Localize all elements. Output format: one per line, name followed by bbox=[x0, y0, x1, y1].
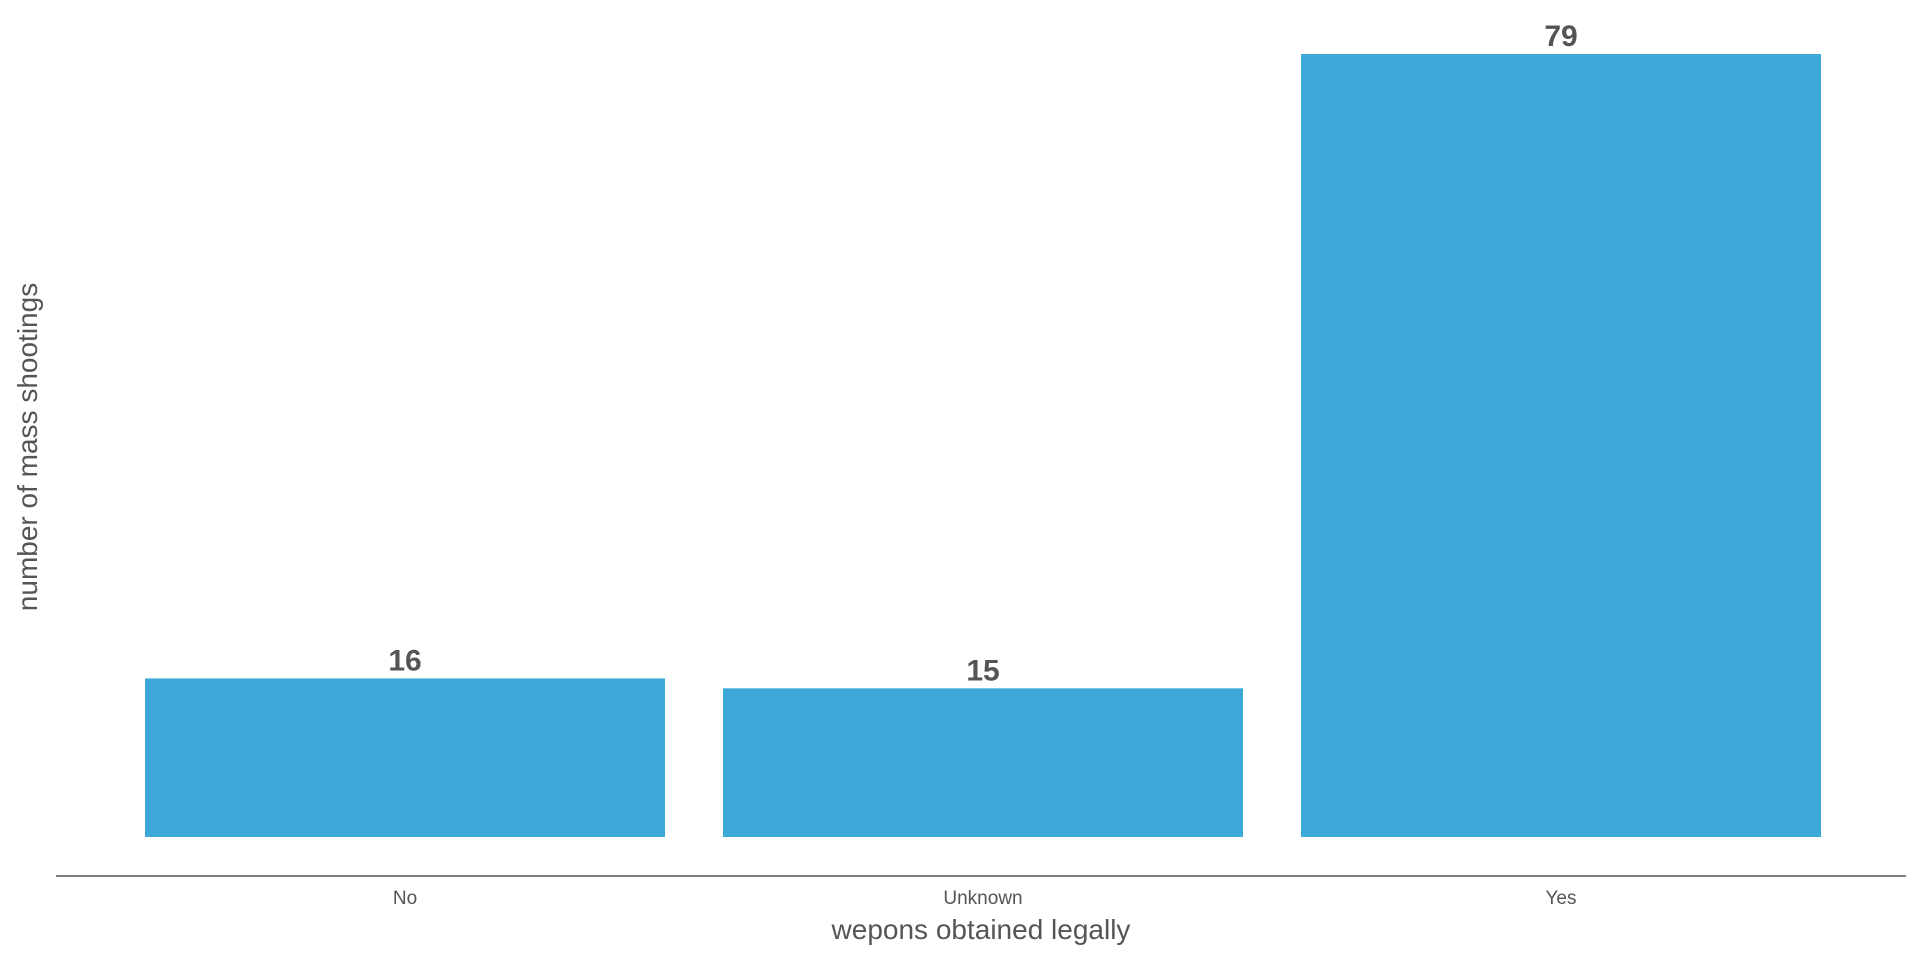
bar-no bbox=[145, 678, 665, 837]
value-label-no: 16 bbox=[388, 644, 421, 677]
x-tick-label-yes: Yes bbox=[1546, 888, 1577, 909]
bar-unknown bbox=[723, 688, 1243, 837]
value-labels-layer: 16 15 79 bbox=[388, 20, 1577, 687]
bars-layer bbox=[145, 54, 1821, 837]
value-label-unknown: 15 bbox=[966, 654, 999, 687]
x-tick-labels: No Unknown Yes bbox=[393, 888, 1577, 909]
x-tick-label-unknown: Unknown bbox=[943, 888, 1022, 909]
bar-yes bbox=[1301, 54, 1821, 837]
x-tick-label-no: No bbox=[393, 888, 417, 909]
y-axis-title: number of mass shootings bbox=[12, 283, 43, 611]
x-axis-title: wepons obtained legally bbox=[831, 914, 1131, 945]
value-label-yes: 79 bbox=[1544, 20, 1577, 53]
